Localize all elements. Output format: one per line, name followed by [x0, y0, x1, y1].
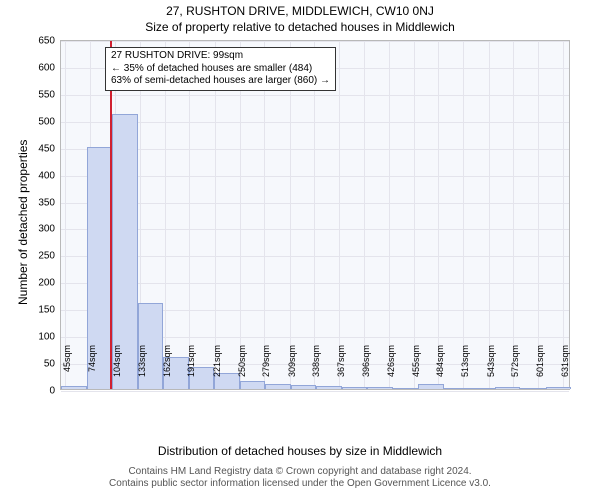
y-tick-label: 150 — [38, 305, 55, 316]
chart-title-line1: 27, RUSHTON DRIVE, MIDDLEWICH, CW10 0NJ — [0, 4, 600, 18]
x-tick-label: 74sqm — [87, 345, 97, 393]
y-tick-label: 250 — [38, 251, 55, 262]
annotation-line3: 63% of semi-detached houses are larger (… — [111, 75, 330, 88]
x-tick-label: 601sqm — [535, 345, 545, 393]
gridline-v — [489, 41, 490, 389]
x-tick-label: 309sqm — [287, 345, 297, 393]
x-tick-label: 45sqm — [62, 345, 72, 393]
footer-line2: Contains public sector information licen… — [0, 478, 600, 490]
x-tick-label: 250sqm — [237, 345, 247, 393]
y-tick-label: 100 — [38, 332, 55, 343]
gridline-v — [563, 41, 564, 389]
annotation-line2: ← 35% of detached houses are smaller (48… — [111, 63, 330, 76]
gridline-v — [290, 41, 291, 389]
gridline-v — [438, 41, 439, 389]
chart-title-line2: Size of property relative to detached ho… — [0, 20, 600, 34]
x-axis-label: Distribution of detached houses by size … — [0, 444, 600, 458]
gridline-v — [414, 41, 415, 389]
y-axis-label: Number of detached properties — [16, 140, 30, 305]
y-tick-label: 300 — [38, 224, 55, 235]
x-tick-label: 221sqm — [212, 345, 222, 393]
footer: Contains HM Land Registry data © Crown c… — [0, 466, 600, 490]
x-tick-label: 631sqm — [560, 345, 570, 393]
plot-area: 050100150200250300350400450500550600650 … — [60, 40, 570, 390]
y-tick-label: 650 — [38, 36, 55, 47]
y-tick-label: 50 — [44, 359, 55, 370]
gridline-v — [339, 41, 340, 389]
footer-line1: Contains HM Land Registry data © Crown c… — [0, 466, 600, 478]
x-tick-label: 162sqm — [162, 345, 172, 393]
gridline-v — [165, 41, 166, 389]
y-tick-label: 350 — [38, 197, 55, 208]
x-tick-label: 191sqm — [186, 345, 196, 393]
y-tick-label: 600 — [38, 62, 55, 73]
gridline-v — [513, 41, 514, 389]
gridline-v — [240, 41, 241, 389]
y-tick-label: 200 — [38, 278, 55, 289]
annotation-box: 27 RUSHTON DRIVE: 99sqm ← 35% of detache… — [105, 47, 336, 91]
x-tick-label: 104sqm — [112, 345, 122, 393]
x-tick-label: 455sqm — [411, 345, 421, 393]
subject-property-marker — [110, 41, 112, 389]
x-tick-label: 396sqm — [361, 345, 371, 393]
gridline-v — [389, 41, 390, 389]
x-tick-label: 543sqm — [486, 345, 496, 393]
x-tick-label: 513sqm — [460, 345, 470, 393]
figure: { "figure": { "width": 600, "height": 50… — [0, 0, 600, 500]
gridline-v — [264, 41, 265, 389]
annotation-line1: 27 RUSHTON DRIVE: 99sqm — [111, 50, 330, 63]
x-tick-label: 484sqm — [435, 345, 445, 393]
gridline-v — [463, 41, 464, 389]
y-tick-label: 550 — [38, 89, 55, 100]
gridline-v — [364, 41, 365, 389]
y-tick-label: 0 — [49, 386, 55, 397]
x-tick-label: 338sqm — [311, 345, 321, 393]
x-tick-label: 426sqm — [386, 345, 396, 393]
x-tick-label: 572sqm — [510, 345, 520, 393]
x-tick-label: 133sqm — [137, 345, 147, 393]
gridline-v — [215, 41, 216, 389]
gridline-v — [65, 41, 66, 389]
y-tick-label: 500 — [38, 116, 55, 127]
x-tick-label: 279sqm — [261, 345, 271, 393]
y-tick-label: 400 — [38, 170, 55, 181]
gridline-v — [189, 41, 190, 389]
gridline-v — [314, 41, 315, 389]
x-tick-label: 367sqm — [336, 345, 346, 393]
y-tick-label: 450 — [38, 143, 55, 154]
gridline-v — [538, 41, 539, 389]
